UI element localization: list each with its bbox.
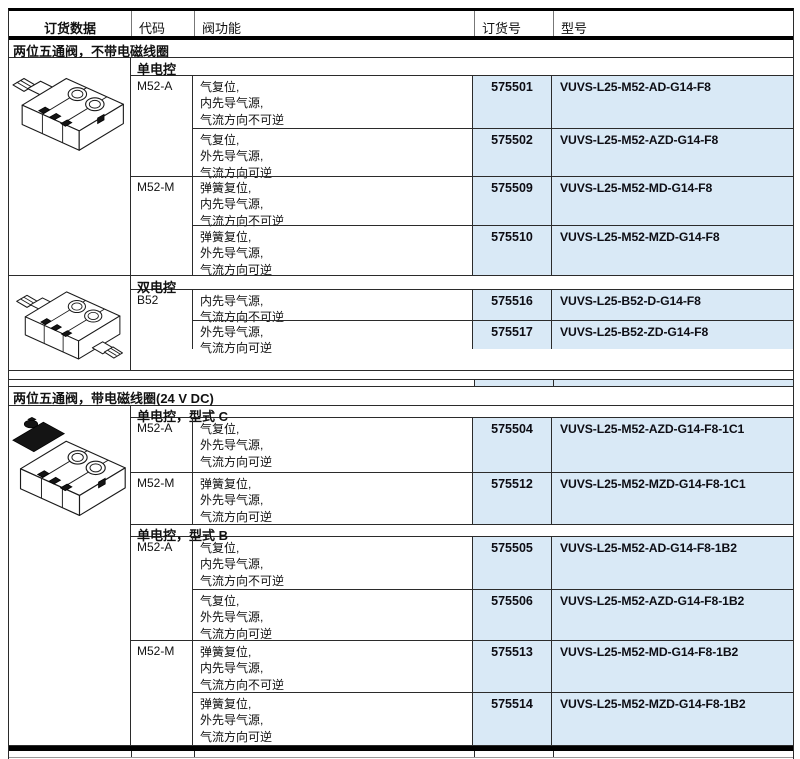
cutoff-next-row <box>9 751 793 758</box>
header-part-no: 订货号 <box>474 11 553 36</box>
type-code-cell: VUVS-L25-M52-AD-G14-F8 <box>551 76 793 128</box>
code-group-m52m-c1: M52-M 弹簧复位, 外先导气源, 气流方向可逆 575512 VUVS-L2… <box>131 472 793 524</box>
part-number-cell: 575516 <box>472 290 551 320</box>
table-row: 弹簧复位, 外先导气源, 气流方向可逆 575514 VUVS-L25-M52-… <box>193 692 793 745</box>
type-code-cell: VUVS-L25-M52-MZD-G14-F8-1C1 <box>551 473 793 524</box>
type-code-cell: VUVS-L25-M52-MD-G14-F8-1B2 <box>551 641 793 692</box>
valve-function-cell: 气复位, 外先导气源, 气流方向可逆 <box>200 422 273 469</box>
type-code-cell: VUVS-L25-M52-AZD-G14-F8 <box>551 129 793 176</box>
table-row: 弹簧复位, 外先导气源, 气流方向可逆 575510 VUVS-L25-M52-… <box>193 225 793 277</box>
code-cell: B52 <box>131 290 193 349</box>
section-title-without-coil: 两位五通阀，不带电磁线圈 <box>9 40 793 59</box>
part-number-cell: 575504 <box>472 418 551 472</box>
subsection-bar-type-b: 单电控，型式 B <box>131 524 793 543</box>
code-group-m52m-b2: M52-M 弹簧复位, 内先导气源, 气流方向不可逆 575513 VUVS-L… <box>131 640 793 745</box>
section-title-with-coil: 两位五通阀，带电磁线圈(24 V DC) <box>9 387 793 406</box>
part-number-cell: 575506 <box>472 590 551 640</box>
code-cell: M52-A <box>131 76 193 176</box>
valve-function-cell: 气复位, 外先导气源, 气流方向可逆 <box>200 594 273 641</box>
header-type: 型号 <box>553 11 793 36</box>
part-number-cell: 575502 <box>472 129 551 176</box>
subsection-bar-double-control: 双电控 <box>131 276 793 295</box>
valve-function-cell: 弹簧复位, 内先导气源, 气流方向不可逆 <box>200 645 285 692</box>
valve-image-cell <box>9 406 131 745</box>
valve-coilless-single-drawing-icon <box>11 77 124 151</box>
header-valve-function: 阀功能 <box>194 11 474 36</box>
type-code-cell: VUVS-L25-M52-MD-G14-F8 <box>551 177 793 225</box>
code-cell: M52-M <box>131 177 193 275</box>
valve-function-cell: 气复位, 外先导气源, 气流方向可逆 <box>200 133 273 180</box>
table-row: 弹簧复位, 内先导气源, 气流方向不可逆 575513 VUVS-L25-M52… <box>193 641 793 692</box>
code-group-b52: B52 内先导气源, 气流方向不可逆 575516 VUVS-L25-B52-D… <box>131 290 793 356</box>
type-code-cell: VUVS-L25-M52-MZD-G14-F8-1B2 <box>551 693 793 745</box>
code-cell: M52-A <box>131 537 193 640</box>
type-code-cell: VUVS-L25-B52-D-G14-F8 <box>551 290 793 320</box>
part-number-cell: 575512 <box>472 473 551 524</box>
part-number-cell: 575513 <box>472 641 551 692</box>
table-row: 内先导气源, 气流方向不可逆 575516 VUVS-L25-B52-D-G14… <box>193 290 793 325</box>
table-row: 气复位, 外先导气源, 气流方向可逆 575506 VUVS-L25-M52-A… <box>193 589 793 641</box>
valve-image-cell <box>9 58 131 275</box>
header-order-data: 订货数据 <box>43 21 96 36</box>
code-group-m52a: M52-A 气复位, 内先导气源, 气流方向不可逆 575501 VUVS-L2… <box>131 76 793 180</box>
valve-function-cell: 气复位, 内先导气源, 气流方向不可逆 <box>200 541 285 588</box>
valve-function-cell: 弹簧复位, 内先导气源, 气流方向不可逆 <box>200 181 285 228</box>
block-with-coil: 单电控，型式 C M52-A 气复位, 外先导气源, 气流方向可逆 575504… <box>9 406 793 746</box>
table-header: 订货数据 代码 阀功能 订货号 型号 <box>9 11 793 40</box>
code-cell: M52-M <box>131 473 193 524</box>
code-cell: M52-A <box>131 418 193 472</box>
valve-function-cell: 弹簧复位, 外先导气源, 气流方向可逆 <box>200 697 273 744</box>
code-group-m52a-b2: M52-A 气复位, 内先导气源, 气流方向不可逆 575505 VUVS-L2… <box>131 537 793 641</box>
block-double-control: 双电控 B52 内先导气源, 气流方向不可逆 575516 VUVS-L25-B… <box>9 276 793 371</box>
section-spacer <box>9 371 793 380</box>
valve-function-cell: 外先导气源, 气流方向可逆 <box>200 325 273 356</box>
type-code-cell: VUVS-L25-M52-MZD-G14-F8 <box>551 226 793 275</box>
type-code-cell: VUVS-L25-M52-AD-G14-F8-1B2 <box>551 537 793 589</box>
code-group-m52a-c1: M52-A 气复位, 外先导气源, 气流方向可逆 575504 VUVS-L25… <box>131 418 793 472</box>
subsection-bar-single-control: 单电控 <box>131 58 793 77</box>
table-row: 弹簧复位, 外先导气源, 气流方向可逆 575512 VUVS-L25-M52-… <box>193 473 793 524</box>
table-row: 气复位, 外先导气源, 气流方向可逆 575502 VUVS-L25-M52-A… <box>193 128 793 180</box>
code-group-m52m: M52-M 弹簧复位, 内先导气源, 气流方向不可逆 575509 VUVS-L… <box>131 176 793 277</box>
part-number-cell: 575510 <box>472 226 551 275</box>
type-code-cell: VUVS-L25-M52-AZD-G14-F8-1C1 <box>551 418 793 472</box>
part-number-cell: 575505 <box>472 537 551 589</box>
subsection-bar-type-c: 单电控，型式 C <box>131 406 793 424</box>
part-number-cell: 575501 <box>472 76 551 128</box>
valve-image-cell <box>9 276 131 370</box>
table-bottom-rule <box>9 746 793 751</box>
valve-with-coil-drawing-icon <box>11 416 126 517</box>
type-code-cell: VUVS-L25-M52-AZD-G14-F8-1B2 <box>551 590 793 640</box>
table-row: 气复位, 外先导气源, 气流方向可逆 575504 VUVS-L25-M52-A… <box>193 418 793 472</box>
valve-function-cell: 弹簧复位, 外先导气源, 气流方向可逆 <box>200 230 273 277</box>
valve-function-cell: 弹簧复位, 外先导气源, 气流方向可逆 <box>200 477 273 524</box>
part-number-cell: 575514 <box>472 693 551 745</box>
valve-function-cell: 内先导气源, 气流方向不可逆 <box>200 294 285 325</box>
section-spacer-tinted <box>9 380 793 387</box>
table-row: 弹簧复位, 内先导气源, 气流方向不可逆 575509 VUVS-L25-M52… <box>193 177 793 228</box>
header-code: 代码 <box>131 11 194 36</box>
part-number-cell: 575509 <box>472 177 551 225</box>
part-number-cell: 575517 <box>472 321 551 349</box>
table-row: 气复位, 内先导气源, 气流方向不可逆 575505 VUVS-L25-M52-… <box>193 537 793 589</box>
table-row: 外先导气源, 气流方向可逆 575517 VUVS-L25-B52-ZD-G14… <box>193 320 793 356</box>
valve-function-cell: 气复位, 内先导气源, 气流方向不可逆 <box>200 80 285 127</box>
type-code-cell: VUVS-L25-B52-ZD-G14-F8 <box>551 321 793 349</box>
table-row: 气复位, 内先导气源, 气流方向不可逆 575501 VUVS-L25-M52-… <box>193 76 793 128</box>
valve-coilless-double-drawing-icon <box>15 291 123 360</box>
code-cell: M52-M <box>131 641 193 745</box>
block-single-control: 单电控 M52-A 气复位, 内先导气源, 气流方向不可逆 575501 VUV… <box>9 58 793 277</box>
ordering-data-table: 订货数据 代码 阀功能 订货号 型号 两位五通阀，不带电磁线圈 单电控 <box>8 8 794 759</box>
